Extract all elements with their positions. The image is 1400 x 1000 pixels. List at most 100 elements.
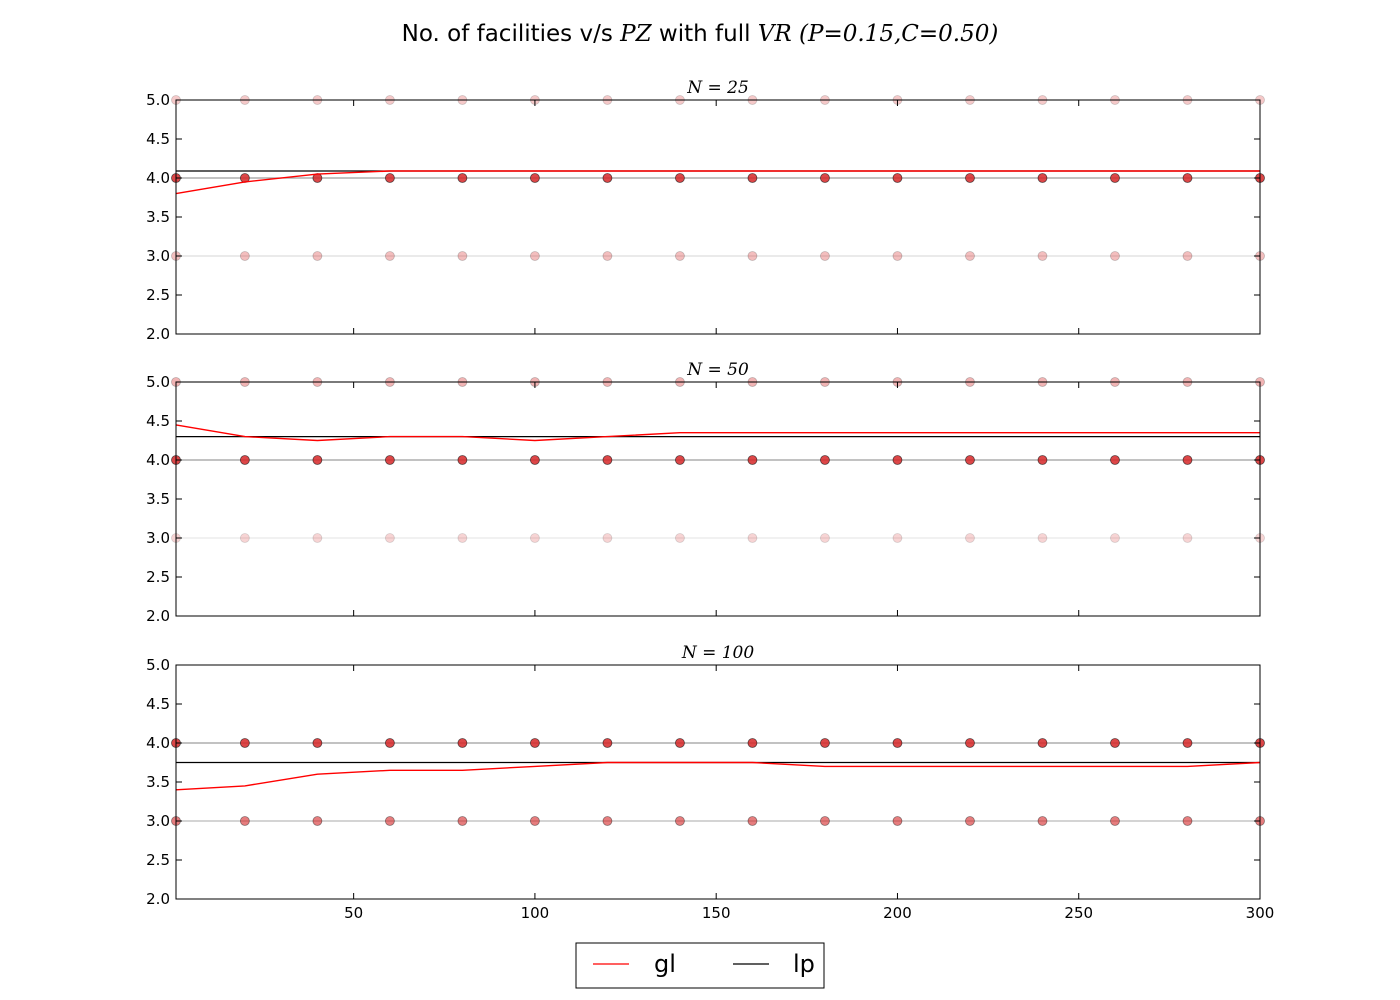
data-point — [1182, 251, 1193, 261]
data-point — [312, 816, 323, 826]
data-point — [747, 738, 758, 748]
data-point — [602, 738, 613, 748]
data-point — [1037, 533, 1048, 543]
data-point — [1110, 738, 1120, 748]
gl-line — [175, 170, 1260, 195]
y-tick-label: 3.5 — [146, 208, 170, 226]
data-point — [602, 251, 613, 261]
data-point — [530, 816, 540, 826]
legend-lp-label: lp — [793, 950, 815, 978]
data-point — [239, 251, 250, 261]
x-tick-label: 250 — [1064, 904, 1093, 922]
data-point — [820, 816, 830, 826]
data-point — [384, 738, 395, 748]
legend-gl-label: gl — [654, 950, 676, 978]
data-point — [675, 816, 685, 826]
data-point — [747, 173, 758, 183]
data-point — [820, 533, 830, 543]
data-point — [1182, 816, 1193, 826]
subplot-2: N = 50 2.0 2.5 3.0 3.5 4.0 4.5 5.0 — [146, 360, 1265, 625]
y-tick-label: 3.5 — [146, 773, 170, 791]
y-tick-label: 3.5 — [146, 490, 170, 508]
y-tick-label: 4.5 — [146, 130, 170, 148]
y-tick-label: 3.0 — [146, 812, 170, 830]
data-point — [239, 738, 250, 748]
y-tick-label: 5.0 — [146, 373, 170, 391]
data-point — [1037, 455, 1048, 465]
data-point — [820, 251, 830, 261]
data-point — [312, 738, 323, 748]
data-point — [747, 455, 758, 465]
gl-line — [175, 761, 1261, 791]
data-point — [892, 533, 903, 543]
subplot-3: N = 100 2.0 2.5 3.0 3.5 4.0 4.5 5.0 50 100 150 200 2… — [146, 643, 1274, 922]
y-tick-label: 2.5 — [146, 568, 170, 586]
y-tick-label: 2.5 — [146, 286, 170, 304]
data-point — [384, 533, 395, 543]
y-tick-label: 2.0 — [146, 890, 170, 908]
data-point — [892, 173, 903, 183]
y-tick-label: 2.0 — [146, 325, 170, 343]
data-point — [892, 455, 903, 465]
data-point — [239, 816, 250, 826]
data-point — [1110, 455, 1120, 465]
y-tick-label: 5.0 — [146, 91, 170, 109]
data-point — [530, 173, 540, 183]
data-point — [1182, 533, 1193, 543]
data-point — [965, 738, 975, 748]
subplot-1: N = 25 2.0 2.5 3.0 3.5 4.0 4.5 5.0 — [146, 78, 1265, 343]
x-tick-label: 150 — [702, 904, 731, 922]
data-point — [530, 455, 540, 465]
subplot-title: N = 50 — [686, 360, 749, 380]
data-point — [1182, 738, 1193, 748]
data-point — [457, 455, 468, 465]
data-point — [1110, 173, 1120, 183]
data-point — [530, 251, 540, 261]
data-point — [239, 455, 250, 465]
data-point — [965, 251, 975, 261]
data-point — [602, 455, 613, 465]
data-point — [747, 533, 758, 543]
data-point — [1037, 251, 1048, 261]
data-point — [384, 173, 395, 183]
data-point — [965, 816, 975, 826]
x-tick-label: 200 — [883, 904, 912, 922]
legend: gl lp — [575, 942, 825, 989]
data-point — [1037, 173, 1048, 183]
y-tick-label: 5.0 — [146, 656, 170, 674]
data-point — [602, 173, 613, 183]
data-point — [457, 738, 468, 748]
x-tick-label: 50 — [344, 904, 363, 922]
axes-frame — [175, 664, 1261, 900]
subplot-title: N = 100 — [681, 643, 755, 663]
y-tick-label: 2.5 — [146, 851, 170, 869]
data-point — [1110, 533, 1120, 543]
x-tick-label: 300 — [1246, 904, 1275, 922]
y-tick-label: 4.0 — [146, 451, 170, 469]
data-point — [312, 533, 323, 543]
data-point — [1182, 455, 1193, 465]
data-point — [239, 533, 250, 543]
y-tick-label: 4.0 — [146, 169, 170, 187]
axes-frame — [175, 99, 1261, 335]
data-point — [457, 173, 468, 183]
data-point — [892, 816, 903, 826]
chart-title: No. of facilities v/s PZ with full VR (P… — [402, 21, 999, 47]
data-point — [1110, 816, 1120, 826]
data-point — [820, 455, 830, 465]
legend-box — [575, 942, 825, 989]
data-point — [457, 816, 468, 826]
data-point — [747, 251, 758, 261]
subplot-title: N = 25 — [686, 78, 749, 98]
axes-frame — [175, 381, 1261, 617]
data-point — [1037, 816, 1048, 826]
data-point — [384, 816, 395, 826]
data-point — [675, 738, 685, 748]
y-tick-label: 4.5 — [146, 412, 170, 430]
data-point — [747, 816, 758, 826]
data-point — [1037, 738, 1048, 748]
data-point — [530, 738, 540, 748]
y-tick-label: 4.0 — [146, 734, 170, 752]
data-point — [1110, 251, 1120, 261]
